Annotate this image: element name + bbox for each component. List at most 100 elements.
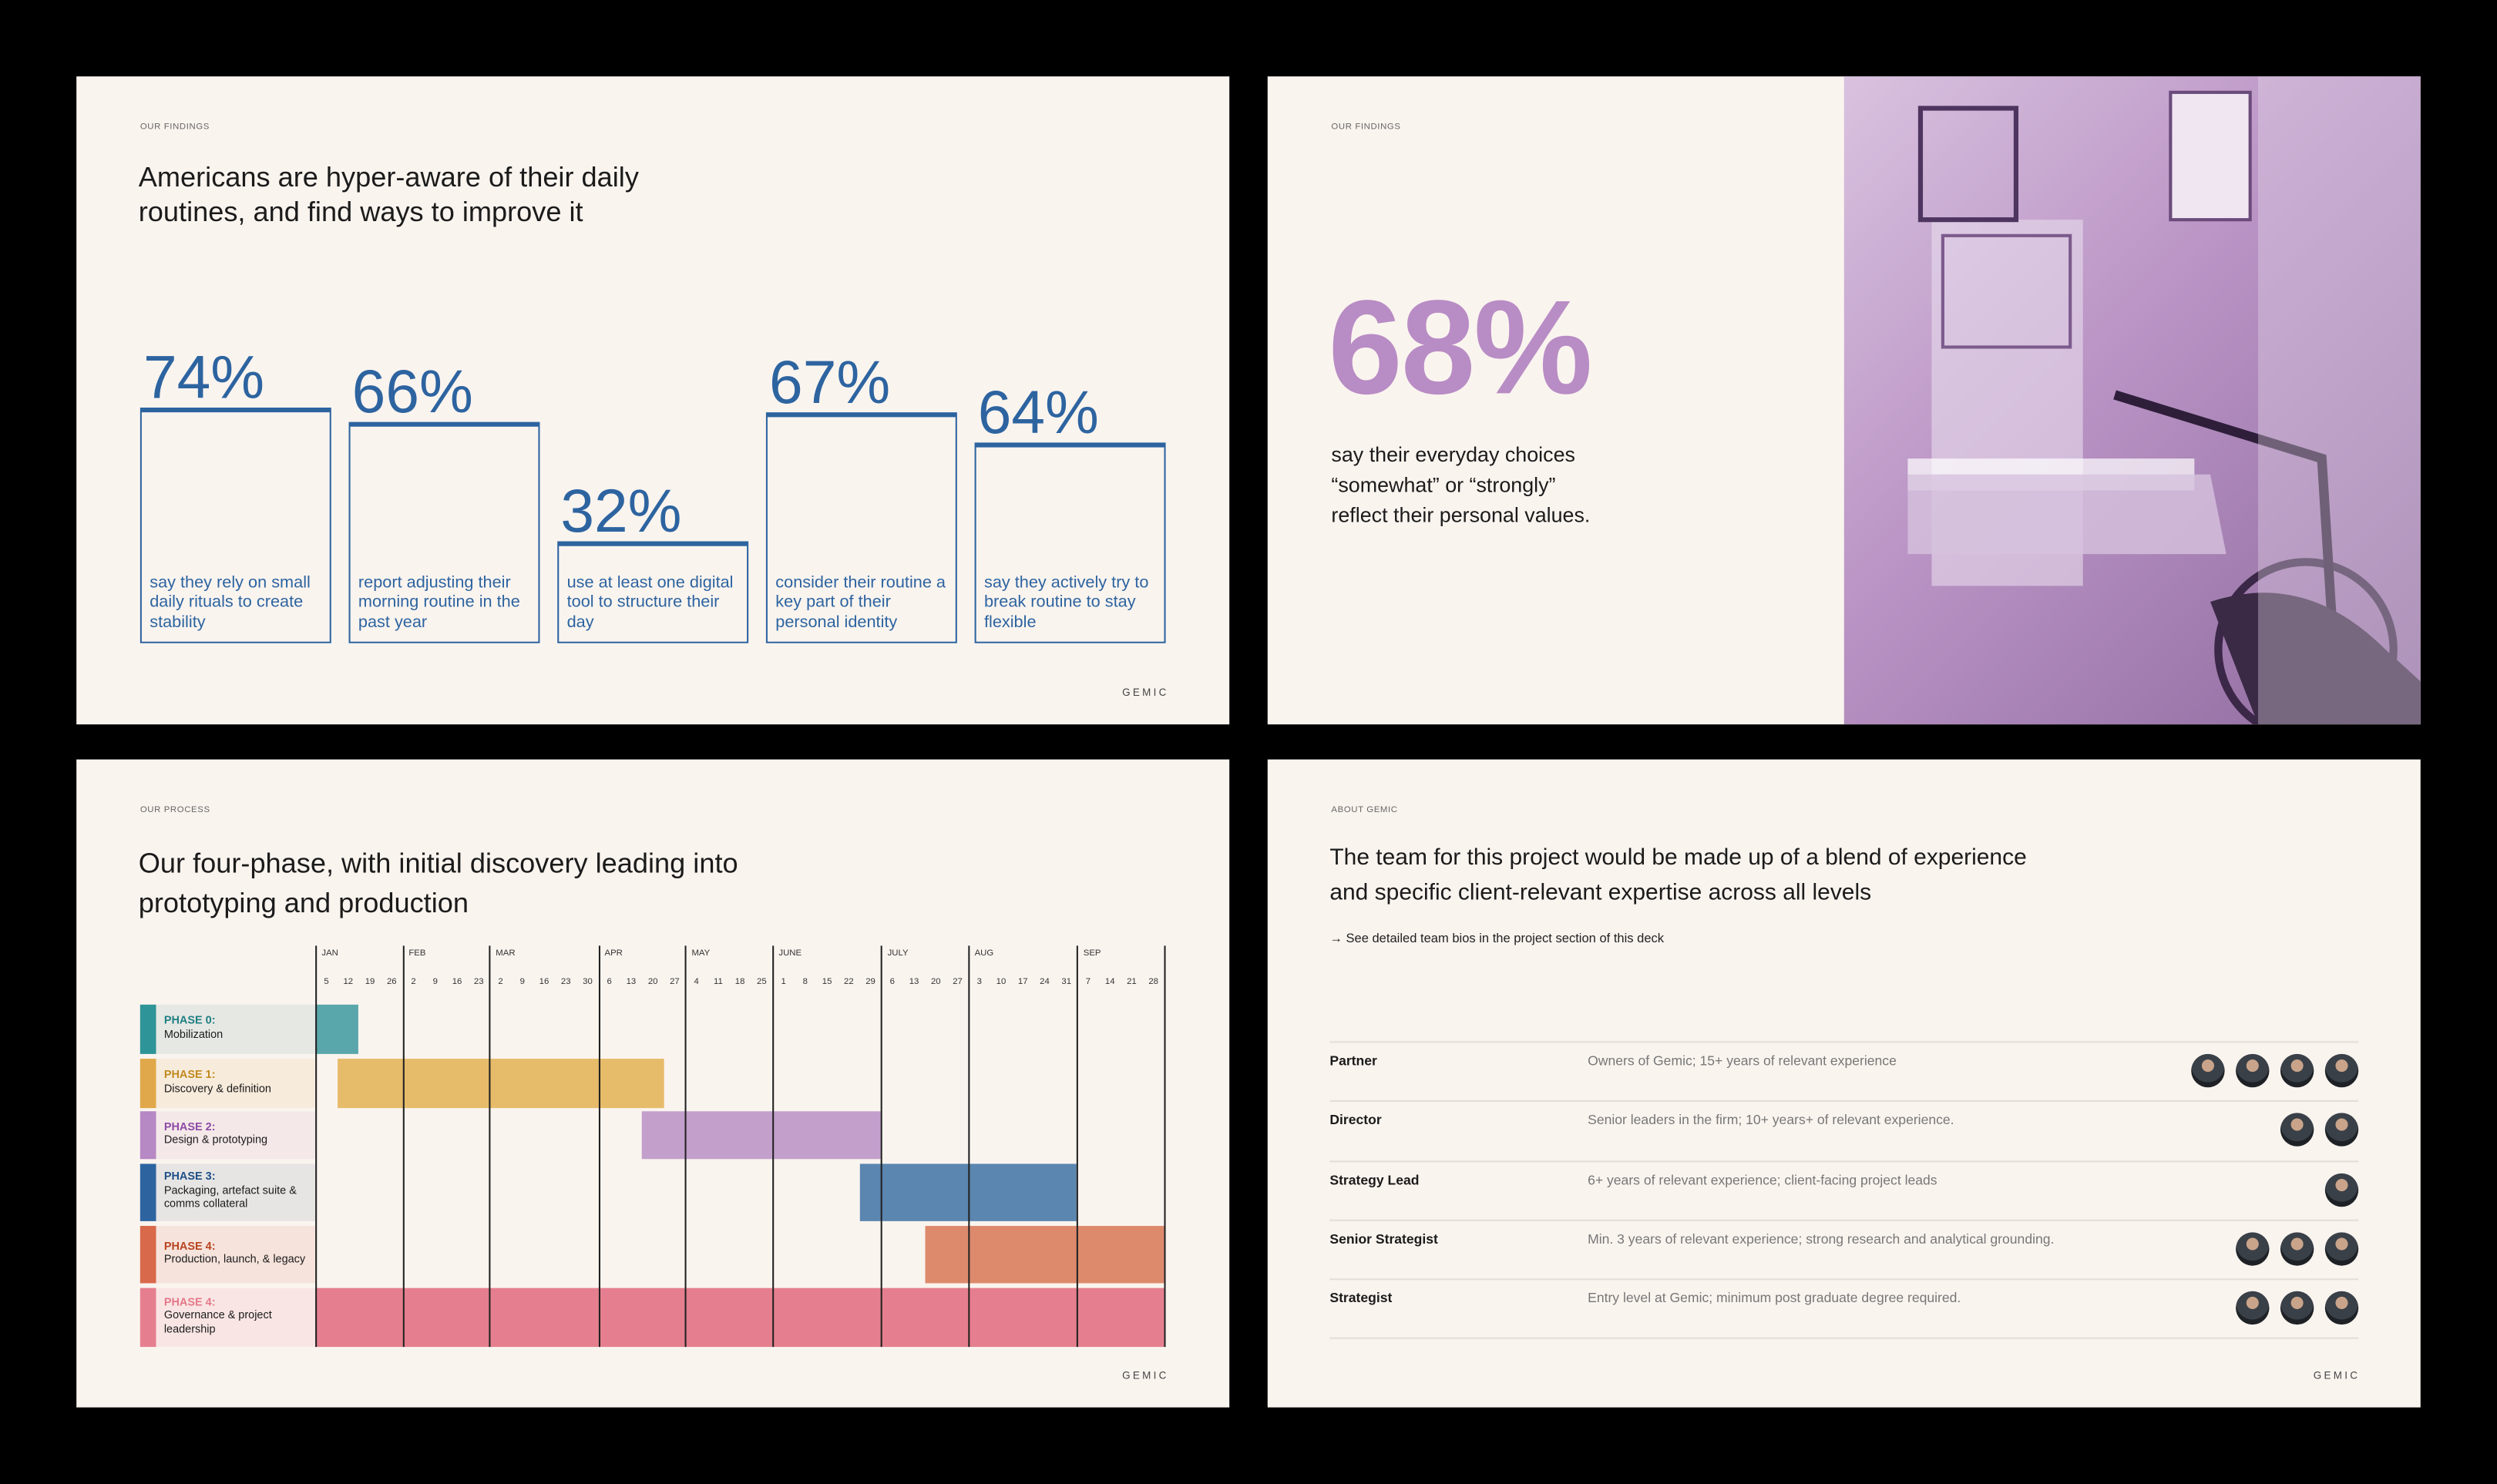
role-name: Director <box>1329 1111 1382 1128</box>
month-divider <box>968 945 970 1348</box>
week-label: 12 <box>343 977 354 988</box>
team-bios-link[interactable]: → See detailed team bios in the project … <box>1329 931 1665 946</box>
phase-label: PHASE 4: Governance & project leadership <box>139 1288 316 1348</box>
avatar[interactable] <box>2236 1232 2270 1266</box>
week-label: 31 <box>1061 977 1072 988</box>
month-label: MAY <box>691 948 711 959</box>
avatar-group <box>2236 1291 2359 1325</box>
team-row: Strategy Lead 6+ years of relevant experi… <box>1329 1160 2359 1218</box>
week-label: 13 <box>626 977 637 988</box>
avatar-group <box>2236 1232 2359 1266</box>
slide-process-timeline[interactable]: OUR PROCESS Our four-phase, with initial… <box>76 759 1230 1408</box>
month-label: JAN <box>321 948 338 959</box>
text-line: say their everyday choices <box>1331 442 1575 467</box>
phase-label: PHASE 4: Production, launch, & legacy <box>139 1226 316 1284</box>
phase-color-strip <box>139 1004 156 1054</box>
phase-bar[interactable] <box>337 1059 664 1109</box>
team-row: Partner Owners of Gemic; 15+ years of rel… <box>1329 1041 2359 1100</box>
avatar[interactable] <box>2324 1113 2359 1147</box>
phase-bar[interactable] <box>315 1004 359 1054</box>
role-description: 6+ years of relevant experience; client-… <box>1588 1170 1937 1187</box>
month-divider <box>402 945 405 1348</box>
phase-color-strip <box>139 1226 156 1284</box>
phase-bar[interactable] <box>859 1163 1077 1221</box>
week-label: 8 <box>802 977 808 988</box>
stat-value: 66% <box>351 359 473 427</box>
stat-description: use at least one digital tool to structu… <box>566 572 734 632</box>
team-row: Strategist Entry level at Gemic; minimum … <box>1329 1278 2359 1338</box>
title-line: Americans are hyper-aware of their daily <box>138 160 639 193</box>
avatar[interactable] <box>2280 1291 2314 1325</box>
week-label: 16 <box>452 977 462 988</box>
avatar[interactable] <box>2324 1173 2359 1207</box>
avatar-group <box>2280 1113 2359 1147</box>
phase-name: Mobilization <box>163 1029 223 1041</box>
role-description: Senior leaders in the firm; 10+ years+ o… <box>1588 1111 1954 1128</box>
month-divider <box>685 945 687 1348</box>
big-stat: 68% <box>1328 272 1592 422</box>
stat-description: say they rely on small daily rituals to … <box>150 572 311 632</box>
month-divider <box>881 945 883 1348</box>
stat-column: 32% use at least one digital tool to stru… <box>557 482 749 643</box>
stat-description: consider their routine a key part of the… <box>775 572 946 632</box>
stat-description: report adjusting their morning routine i… <box>358 572 520 632</box>
slide-title: Our four-phase, with initial discovery l… <box>139 844 738 923</box>
phase-name: Design & prototyping <box>163 1135 268 1147</box>
phase-tag: PHASE 4: <box>163 1241 216 1253</box>
week-label: 27 <box>953 977 963 988</box>
avatar[interactable] <box>2280 1232 2314 1266</box>
avatar[interactable] <box>2280 1053 2314 1088</box>
week-label: 23 <box>560 977 571 988</box>
avatar[interactable] <box>2324 1053 2359 1088</box>
avatar[interactable] <box>2324 1291 2359 1325</box>
week-label: 6 <box>607 977 612 988</box>
slide-about-team[interactable]: ABOUT GEMIC The team for this project wo… <box>1267 759 2421 1408</box>
week-label: 2 <box>411 977 416 988</box>
month-label: AUG <box>974 948 994 959</box>
slide-title: The team for this project would be made … <box>1329 842 2026 911</box>
week-label: 21 <box>1127 977 1137 988</box>
week-label: 29 <box>865 977 875 988</box>
week-label: 3 <box>976 977 982 988</box>
title-line: routines, and find ways to improve it <box>138 196 583 228</box>
slide-title: Americans are hyper-aware of their daily… <box>139 159 639 230</box>
title-line: and specific client-relevant expertise a… <box>1329 879 1872 905</box>
phase-tag: PHASE 1: <box>163 1069 216 1082</box>
week-label: 30 <box>583 977 593 988</box>
gemic-logo: GEMIC <box>1122 687 1169 700</box>
gemic-logo: GEMIC <box>1122 1371 1169 1382</box>
title-line: The team for this project would be made … <box>1329 845 2027 871</box>
avatar[interactable] <box>2324 1232 2359 1266</box>
stat-value: 32% <box>560 478 682 546</box>
phase-label: PHASE 3: Packaging, artefact suite & comm… <box>139 1163 316 1221</box>
phase-bar[interactable] <box>641 1111 882 1160</box>
week-label: 23 <box>473 977 484 988</box>
slide-findings-stats[interactable]: OUR FINDINGS Americans are hyper-aware o… <box>76 76 1230 725</box>
avatar[interactable] <box>2280 1113 2314 1147</box>
month-divider <box>315 945 318 1348</box>
phase-tag: PHASE 2: <box>163 1121 216 1133</box>
table-divider <box>1329 1337 2359 1339</box>
phase-color-strip <box>139 1059 156 1109</box>
month-divider <box>772 945 775 1348</box>
week-label: 26 <box>386 977 397 988</box>
avatar[interactable] <box>2191 1053 2225 1088</box>
month-label: SEP <box>1083 948 1101 959</box>
week-label: 17 <box>1017 977 1028 988</box>
phase-bar[interactable] <box>924 1226 1164 1284</box>
avatar[interactable] <box>2236 1291 2270 1325</box>
phase-name: Discovery & definition <box>163 1083 271 1095</box>
avatar[interactable] <box>2236 1053 2270 1088</box>
team-row: Senior Strategist Min. 3 years of relevan… <box>1329 1219 2359 1278</box>
slide-eyebrow: ABOUT GEMIC <box>1331 805 1398 815</box>
stat-column: 66% report adjusting their morning routin… <box>348 363 540 643</box>
month-label: JULY <box>887 948 909 959</box>
stat-value: 64% <box>977 380 1099 448</box>
phase-label: PHASE 2: Design & prototyping <box>139 1111 316 1160</box>
phase-tag: PHASE 4: <box>163 1297 216 1308</box>
slide-findings-values[interactable]: OUR FINDINGS 68% say their everyday choi… <box>1267 76 2421 725</box>
phase-bar[interactable] <box>315 1288 1164 1348</box>
team-row: Director Senior leaders in the firm; 10+ … <box>1329 1100 2359 1159</box>
role-description: Owners of Gemic; 15+ years of relevant e… <box>1588 1052 1897 1069</box>
